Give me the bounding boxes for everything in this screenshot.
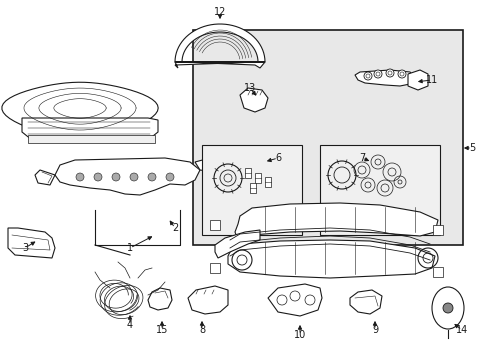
Polygon shape [235, 203, 437, 240]
Bar [264, 177, 270, 187]
Circle shape [112, 173, 120, 181]
Circle shape [399, 72, 403, 76]
Text: 12: 12 [213, 7, 226, 17]
Bar [209, 220, 220, 230]
Text: 7: 7 [358, 153, 365, 163]
Polygon shape [22, 118, 158, 140]
Bar [432, 267, 442, 277]
Polygon shape [35, 170, 55, 185]
Text: 5: 5 [468, 143, 474, 153]
Circle shape [148, 173, 156, 181]
Polygon shape [55, 158, 200, 195]
Circle shape [165, 173, 174, 181]
Polygon shape [8, 228, 55, 258]
Bar [319, 145, 439, 235]
Text: 1: 1 [127, 243, 133, 253]
Polygon shape [407, 70, 427, 90]
Polygon shape [215, 230, 260, 258]
Circle shape [387, 71, 391, 75]
Polygon shape [354, 70, 414, 86]
Bar [202, 145, 302, 235]
Circle shape [365, 74, 369, 78]
Bar [432, 225, 442, 235]
Bar [249, 183, 256, 193]
Polygon shape [240, 88, 267, 112]
Circle shape [94, 173, 102, 181]
Ellipse shape [431, 287, 463, 329]
Polygon shape [349, 290, 381, 314]
Circle shape [130, 173, 138, 181]
Text: 13: 13 [244, 83, 256, 93]
Text: 10: 10 [293, 330, 305, 340]
Polygon shape [148, 288, 172, 310]
Text: 11: 11 [425, 75, 437, 85]
Bar [209, 263, 220, 273]
Polygon shape [227, 240, 434, 278]
Circle shape [363, 72, 371, 80]
Text: 8: 8 [199, 325, 204, 335]
Bar [244, 168, 250, 178]
Bar [254, 173, 261, 183]
Text: 6: 6 [274, 153, 281, 163]
Text: 14: 14 [455, 325, 467, 335]
Circle shape [397, 70, 405, 78]
Polygon shape [267, 284, 321, 316]
Polygon shape [175, 24, 264, 68]
Text: 3: 3 [22, 243, 28, 253]
Polygon shape [187, 286, 227, 314]
Circle shape [375, 72, 379, 76]
Circle shape [373, 70, 381, 78]
Polygon shape [2, 82, 158, 138]
Bar [193, 30, 462, 245]
Text: 2: 2 [171, 223, 178, 233]
Text: 15: 15 [156, 325, 168, 335]
Circle shape [442, 303, 452, 313]
Text: 9: 9 [371, 325, 377, 335]
Text: 4: 4 [127, 320, 133, 330]
Polygon shape [195, 158, 220, 172]
Circle shape [76, 173, 84, 181]
Polygon shape [28, 135, 155, 143]
Circle shape [385, 69, 393, 77]
